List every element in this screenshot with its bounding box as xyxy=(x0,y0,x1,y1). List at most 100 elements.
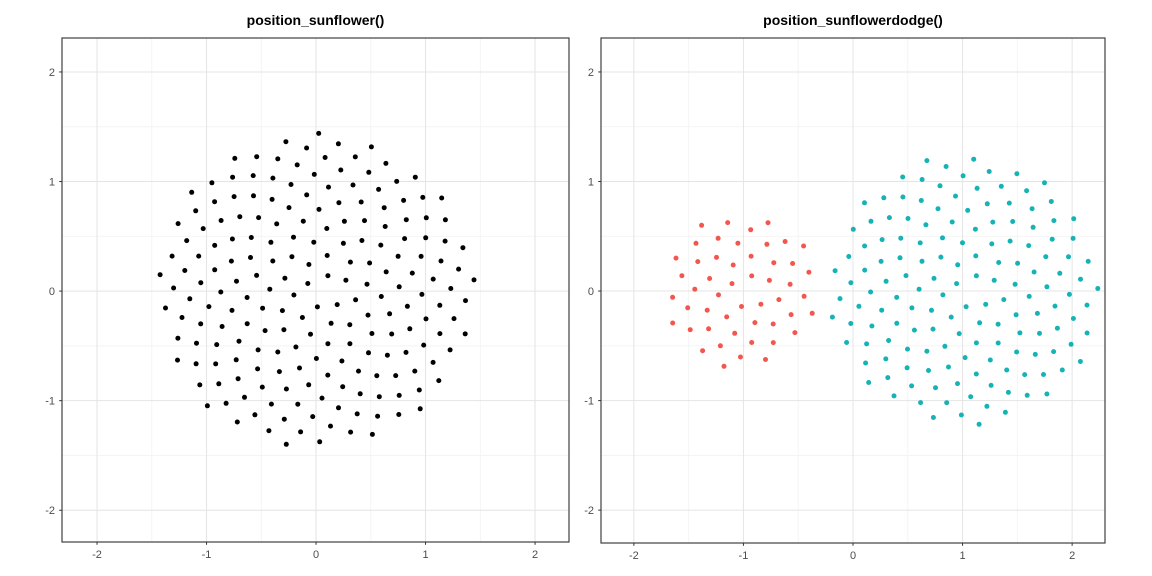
data-point xyxy=(729,281,735,287)
data-point xyxy=(782,239,788,244)
data-point xyxy=(1043,254,1049,260)
data-point xyxy=(354,411,360,417)
data-point xyxy=(352,154,358,160)
data-point xyxy=(1077,359,1083,364)
data-point xyxy=(931,275,937,281)
data-point xyxy=(338,167,344,173)
data-point xyxy=(1006,200,1012,206)
data-point xyxy=(942,343,948,349)
data-point xyxy=(862,200,867,206)
data-point xyxy=(179,315,185,320)
data-point xyxy=(973,273,979,279)
right-plot: -2 -1 0 1 2 -2 -1 0 1 2 position_sunflowerdodge() xyxy=(584,12,1106,562)
data-point xyxy=(430,359,436,365)
right-plot-panel: -2 -1 0 1 2 -2 -1 0 1 2 xyxy=(584,37,1106,562)
data-point xyxy=(218,289,224,295)
data-point xyxy=(752,320,758,326)
data-point xyxy=(900,194,906,200)
x-tick-label: 0 xyxy=(850,550,856,562)
data-point xyxy=(765,220,771,226)
data-point xyxy=(213,361,219,367)
data-point xyxy=(883,278,889,284)
data-point xyxy=(1066,254,1071,260)
data-point xyxy=(963,304,969,310)
data-point xyxy=(1052,303,1058,309)
data-point xyxy=(353,297,359,303)
data-point xyxy=(325,273,331,279)
data-point xyxy=(374,373,380,379)
data-point xyxy=(721,363,727,369)
data-point xyxy=(764,241,770,247)
data-point xyxy=(236,338,242,344)
data-point xyxy=(281,416,287,422)
data-point xyxy=(904,365,910,371)
data-point xyxy=(1014,349,1020,355)
data-point xyxy=(850,226,856,232)
data-point xyxy=(369,431,375,437)
data-point xyxy=(991,277,997,283)
data-point xyxy=(339,358,345,364)
data-point xyxy=(266,428,272,434)
data-point xyxy=(1007,238,1013,244)
data-point xyxy=(219,324,225,329)
data-point xyxy=(748,253,754,259)
data-point xyxy=(706,326,712,332)
data-point xyxy=(300,218,306,224)
data-point xyxy=(420,194,426,200)
data-point xyxy=(1049,236,1055,242)
data-point xyxy=(387,311,393,317)
data-point xyxy=(995,321,1001,327)
data-point xyxy=(977,320,983,326)
data-point xyxy=(206,304,212,310)
series-all-observations xyxy=(157,130,477,447)
data-point xyxy=(229,307,235,313)
data-point xyxy=(447,347,453,353)
data-point xyxy=(260,305,266,311)
data-point xyxy=(442,238,448,244)
data-point xyxy=(306,262,312,267)
data-point xyxy=(244,295,250,300)
data-point xyxy=(748,227,754,233)
data-point xyxy=(1084,330,1090,336)
x-tick-label: -1 xyxy=(739,550,749,562)
data-point xyxy=(1013,312,1019,318)
data-point xyxy=(382,224,388,229)
data-point xyxy=(409,270,415,276)
data-point xyxy=(291,292,297,298)
data-point xyxy=(242,394,247,400)
data-point xyxy=(894,294,900,300)
data-point xyxy=(423,316,429,322)
data-point xyxy=(448,286,454,291)
data-point xyxy=(962,355,968,361)
data-point xyxy=(1034,310,1040,316)
data-point xyxy=(298,429,304,435)
data-point xyxy=(940,235,945,241)
data-point xyxy=(460,245,466,251)
data-point xyxy=(407,326,413,332)
data-point xyxy=(829,314,835,320)
data-point xyxy=(365,312,371,318)
data-point xyxy=(317,439,323,445)
data-point xyxy=(175,221,181,227)
data-point xyxy=(946,364,951,370)
data-point xyxy=(972,226,978,232)
data-point xyxy=(230,174,236,180)
data-point xyxy=(423,235,429,241)
data-point xyxy=(383,269,389,275)
data-point xyxy=(163,305,168,311)
data-point xyxy=(308,331,313,337)
left-plot: -2 -1 0 1 2 -2 -1 0 1 2 position_sunflower() xyxy=(45,12,570,561)
data-point xyxy=(401,197,407,203)
data-point xyxy=(923,222,929,228)
data-point xyxy=(954,281,960,287)
y-tick-label: -1 xyxy=(45,395,55,407)
data-point xyxy=(251,193,256,199)
data-point xyxy=(924,158,930,164)
data-point xyxy=(237,214,243,220)
data-point xyxy=(909,383,915,389)
y-tick-label: 1 xyxy=(49,176,55,188)
data-point xyxy=(347,341,353,347)
data-point xyxy=(223,400,229,406)
data-point xyxy=(250,173,256,179)
data-point xyxy=(692,286,698,292)
